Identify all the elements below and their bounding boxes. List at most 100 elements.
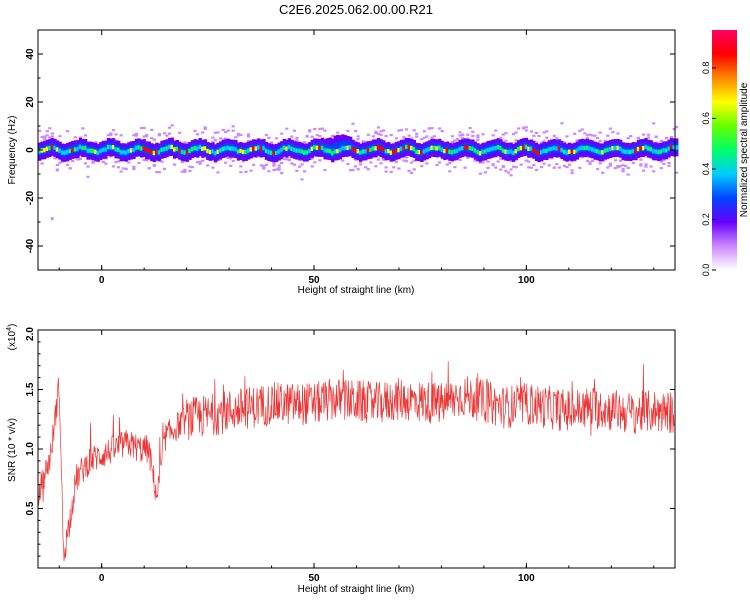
heatmap-cell bbox=[190, 147, 195, 152]
heatmap-cell bbox=[382, 158, 386, 161]
heatmap-cell bbox=[132, 165, 136, 168]
heatmap-cell bbox=[374, 146, 378, 151]
heatmap-cell bbox=[468, 126, 472, 130]
heatmap-cell bbox=[506, 171, 510, 174]
heatmap-cell bbox=[287, 159, 291, 162]
heatmap-cell bbox=[239, 165, 243, 168]
heatmap-cell bbox=[547, 147, 551, 152]
heatmap-cell bbox=[152, 138, 156, 141]
heatmap-cell bbox=[478, 161, 482, 164]
heatmap-cell bbox=[106, 134, 110, 137]
heatmap-cell bbox=[285, 158, 289, 161]
snr-multiplier-exponent: 4 bbox=[6, 327, 13, 331]
heatmap-cell bbox=[66, 160, 70, 163]
heatmap-cell bbox=[308, 130, 312, 133]
heatmap-cell bbox=[157, 150, 162, 155]
heatmap-cell bbox=[170, 124, 174, 127]
snr-series bbox=[37, 361, 675, 562]
heatmap-cell bbox=[106, 144, 111, 150]
heatmap-cell bbox=[374, 132, 378, 135]
heatmap-cell bbox=[152, 164, 156, 167]
heatmap-cell bbox=[333, 142, 337, 156]
heatmap-cell bbox=[562, 149, 567, 154]
heatmap-cell bbox=[450, 150, 455, 155]
snr-x-tick-label: 100 bbox=[518, 573, 535, 584]
heatmap-cell bbox=[96, 150, 100, 155]
heatmap-cell bbox=[491, 146, 495, 151]
heatmap-cell bbox=[129, 148, 134, 153]
heatmap-cell bbox=[244, 141, 248, 144]
heatmap-cell bbox=[636, 137, 640, 140]
heatmap-cell bbox=[45, 134, 49, 137]
heatmap-cell bbox=[277, 149, 281, 154]
heatmap-cell bbox=[264, 163, 268, 166]
heatmap-cell bbox=[432, 135, 437, 138]
heatmap-cell bbox=[471, 130, 475, 133]
heatmap-cell bbox=[399, 129, 403, 132]
heatmap-cell bbox=[667, 161, 671, 165]
heatmap-cell bbox=[236, 134, 240, 137]
heatmap-cell bbox=[570, 150, 574, 155]
heatmap-cell bbox=[320, 145, 325, 150]
heatmap-cell bbox=[305, 135, 309, 138]
colorbar-gradient bbox=[712, 30, 737, 270]
heatmap-cell bbox=[188, 148, 192, 154]
heatmap-cell bbox=[613, 159, 617, 162]
heatmap-cell bbox=[438, 161, 442, 164]
heatmap-cell bbox=[272, 168, 276, 172]
spectrogram-y-tick-label: -40 bbox=[25, 238, 36, 253]
heatmap-cell bbox=[216, 171, 220, 174]
heatmap-cell bbox=[641, 133, 646, 136]
heatmap-cell bbox=[397, 167, 401, 170]
heatmap-cell bbox=[91, 161, 95, 164]
heatmap-cell bbox=[50, 217, 54, 221]
heatmap-cell bbox=[647, 146, 651, 151]
heatmap-cell bbox=[359, 150, 363, 155]
heatmap-cell bbox=[239, 148, 243, 154]
heatmap-cell bbox=[481, 161, 485, 164]
heatmap-cell bbox=[364, 149, 368, 154]
heatmap-cell bbox=[565, 166, 569, 169]
heatmap-cell bbox=[522, 127, 526, 130]
heatmap-cell bbox=[275, 168, 279, 171]
heatmap-cell bbox=[392, 150, 396, 155]
heatmap-cell bbox=[458, 158, 462, 162]
heatmap-cell bbox=[234, 136, 238, 139]
heatmap-cell bbox=[295, 148, 299, 153]
heatmap-cell bbox=[476, 138, 480, 141]
heatmap-cell bbox=[111, 145, 116, 150]
heatmap-cell bbox=[180, 149, 185, 154]
heatmap-cell bbox=[453, 139, 457, 142]
heatmap-cell bbox=[211, 136, 215, 139]
heatmap-cell bbox=[608, 162, 612, 165]
heatmap-cell bbox=[662, 158, 666, 162]
heatmap-cell bbox=[384, 166, 388, 169]
heatmap-cell bbox=[55, 147, 60, 152]
heatmap-cell bbox=[89, 148, 93, 153]
heatmap-cell bbox=[354, 165, 358, 168]
heatmap-cell bbox=[618, 159, 623, 162]
heatmap-cell bbox=[496, 160, 500, 163]
heatmap-cell bbox=[277, 168, 281, 171]
heatmap-cell bbox=[458, 131, 462, 134]
heatmap-cell bbox=[236, 132, 240, 135]
heatmap-cell bbox=[504, 132, 508, 135]
heatmap-cell bbox=[127, 161, 131, 164]
heatmap-cell bbox=[185, 142, 189, 145]
heatmap-cell bbox=[430, 145, 434, 150]
heatmap-cell bbox=[218, 148, 223, 153]
heatmap-cell bbox=[259, 146, 264, 151]
heatmap-cell bbox=[295, 169, 299, 172]
heatmap-cell bbox=[389, 150, 393, 155]
heatmap-cell bbox=[540, 165, 544, 169]
heatmap-cell bbox=[134, 132, 138, 135]
heatmap-cell bbox=[132, 167, 136, 171]
heatmap-cell bbox=[499, 146, 503, 151]
heatmap-cell bbox=[568, 163, 572, 166]
heatmap-cell bbox=[303, 170, 307, 173]
heatmap-cell bbox=[639, 146, 643, 151]
heatmap-cell bbox=[150, 137, 154, 140]
heatmap-cell bbox=[639, 158, 643, 161]
heatmap-cell bbox=[117, 166, 121, 169]
heatmap-cell bbox=[524, 126, 528, 129]
